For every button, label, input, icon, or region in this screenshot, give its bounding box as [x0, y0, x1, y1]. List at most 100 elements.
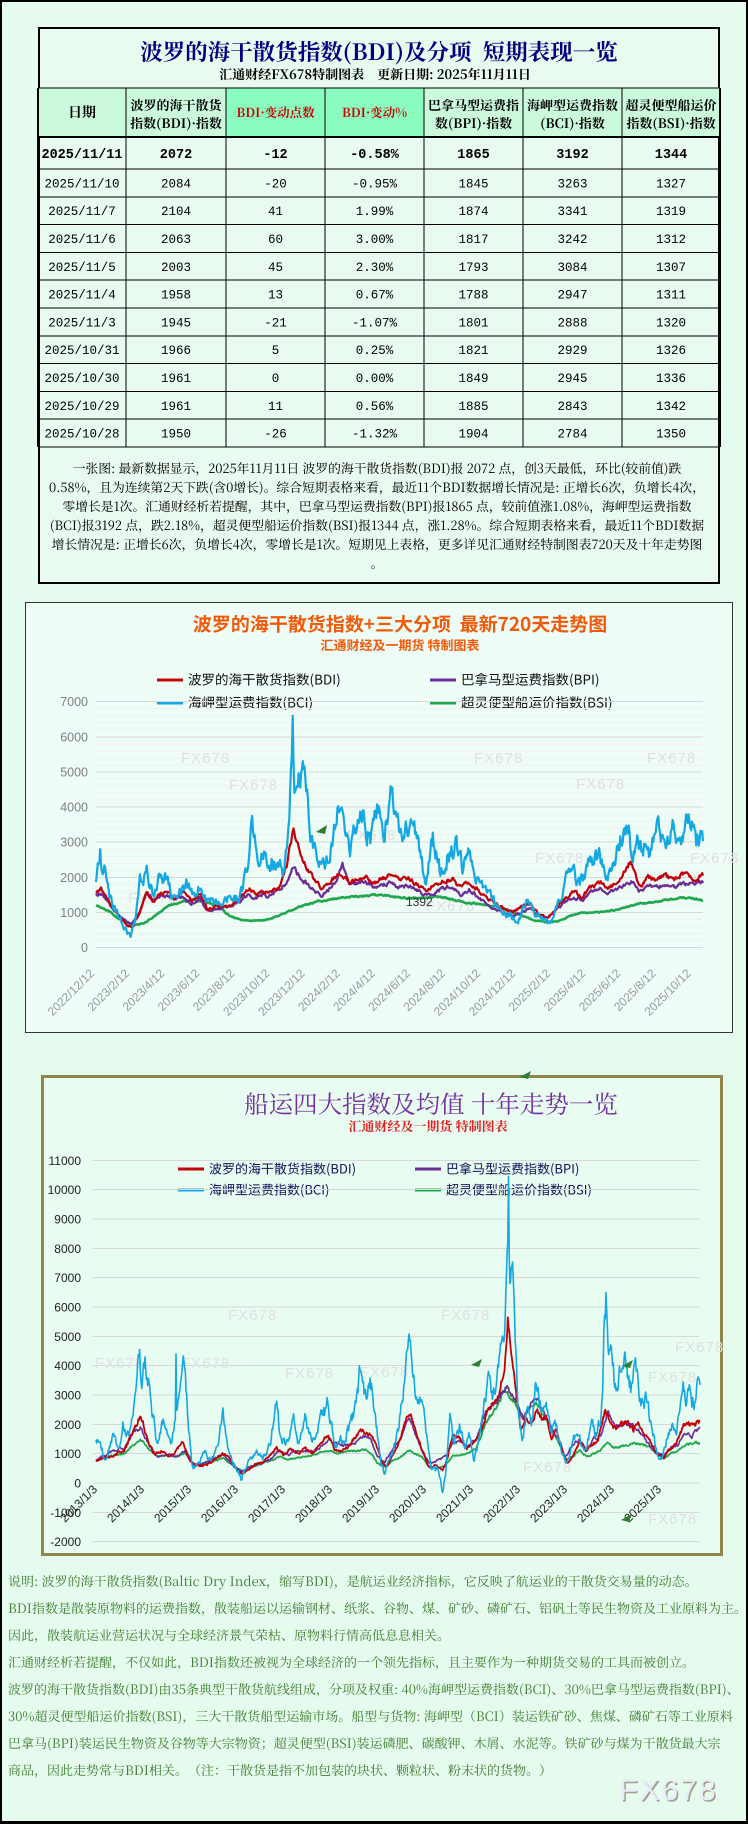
svg-text:1945: 1945: [161, 316, 191, 330]
svg-text:5: 5: [272, 344, 280, 358]
svg-text:1904: 1904: [458, 428, 488, 442]
svg-text:1327: 1327: [656, 177, 686, 191]
svg-text:1961: 1961: [161, 372, 191, 386]
svg-text:3341: 3341: [557, 205, 587, 219]
svg-text:1788: 1788: [458, 289, 488, 303]
svg-text:0.25%: 0.25%: [356, 344, 394, 358]
svg-text:-21: -21: [264, 316, 287, 330]
svg-text:0: 0: [272, 372, 280, 386]
svg-text:FX678: FX678: [229, 777, 278, 794]
svg-text:2929: 2929: [557, 344, 587, 358]
svg-text:1821: 1821: [458, 344, 488, 358]
svg-text:-0.95%: -0.95%: [352, 177, 398, 191]
svg-text:7000: 7000: [54, 1271, 81, 1285]
svg-text:2084: 2084: [161, 177, 191, 191]
svg-text:1874: 1874: [458, 205, 488, 219]
svg-text:2888: 2888: [557, 316, 587, 330]
svg-text:1311: 1311: [656, 289, 686, 303]
svg-text:1307: 1307: [656, 261, 686, 275]
svg-text:FX678: FX678: [648, 1511, 697, 1528]
svg-text:2025/10/30: 2025/10/30: [44, 372, 119, 386]
svg-text:1392: 1392: [406, 895, 433, 909]
svg-text:FX678: FX678: [523, 1459, 572, 1476]
svg-text:-20: -20: [264, 177, 287, 191]
svg-text:7000: 7000: [60, 695, 88, 709]
svg-text:FX678: FX678: [360, 1364, 409, 1381]
svg-text:FX678: FX678: [648, 1369, 697, 1386]
svg-text:3263: 3263: [557, 177, 587, 191]
svg-text:-1.07%: -1.07%: [352, 316, 398, 330]
svg-text:4000: 4000: [54, 1359, 81, 1373]
svg-text:FX678: FX678: [95, 1355, 144, 1372]
svg-text:4000: 4000: [60, 801, 88, 815]
svg-text:-2000: -2000: [50, 1535, 81, 1549]
svg-text:FX678: FX678: [647, 750, 696, 767]
svg-text:13: 13: [268, 289, 283, 303]
svg-text:11000: 11000: [49, 1154, 82, 1168]
svg-text:-1.32%: -1.32%: [352, 428, 398, 442]
svg-text:1845: 1845: [458, 177, 488, 191]
svg-text:41: 41: [268, 205, 283, 219]
svg-text:1961: 1961: [161, 400, 191, 414]
svg-text:-26: -26: [264, 428, 287, 442]
svg-text:2.30%: 2.30%: [356, 261, 394, 275]
svg-text:1342: 1342: [656, 400, 686, 414]
svg-text:FX678: FX678: [441, 1307, 490, 1324]
svg-text:5000: 5000: [54, 1330, 81, 1344]
svg-text:3084: 3084: [557, 261, 587, 275]
svg-text:FX678: FX678: [426, 898, 475, 915]
svg-text:-12: -12: [263, 148, 287, 163]
svg-text:1958: 1958: [161, 289, 191, 303]
svg-text:FX678: FX678: [181, 750, 230, 767]
svg-text:2843: 2843: [557, 400, 587, 414]
svg-text:6000: 6000: [54, 1301, 81, 1315]
svg-text:1344: 1344: [655, 148, 687, 163]
svg-text:1319: 1319: [656, 205, 686, 219]
svg-text:1312: 1312: [656, 233, 686, 247]
svg-text:FX678: FX678: [675, 1339, 724, 1356]
svg-text:1849: 1849: [458, 372, 488, 386]
svg-text:2025/11/10: 2025/11/10: [44, 177, 119, 191]
svg-text:1865: 1865: [457, 148, 489, 163]
svg-text:1000: 1000: [60, 906, 88, 920]
svg-text:2000: 2000: [60, 871, 88, 885]
svg-text:1320: 1320: [656, 316, 686, 330]
svg-text:1793: 1793: [458, 261, 488, 275]
svg-text:FX678: FX678: [535, 850, 584, 867]
svg-text:2025/11/3: 2025/11/3: [48, 316, 116, 330]
svg-text:6000: 6000: [60, 730, 88, 744]
svg-text:1326: 1326: [656, 344, 686, 358]
svg-text:3.00%: 3.00%: [356, 233, 394, 247]
svg-text:2025/11/7: 2025/11/7: [48, 205, 116, 219]
svg-text:FX678: FX678: [285, 1365, 334, 1382]
svg-text:3000: 3000: [54, 1389, 81, 1403]
svg-text:10000: 10000: [48, 1183, 82, 1197]
svg-text:1801: 1801: [458, 316, 488, 330]
svg-text:1885: 1885: [458, 400, 488, 414]
svg-text:2025/11/6: 2025/11/6: [48, 233, 116, 247]
svg-text:1817: 1817: [458, 233, 488, 247]
svg-text:2945: 2945: [557, 372, 587, 386]
svg-text:1966: 1966: [161, 344, 191, 358]
svg-text:2000: 2000: [54, 1418, 81, 1432]
svg-text:1000: 1000: [54, 1447, 81, 1461]
svg-text:1350: 1350: [656, 428, 686, 442]
svg-text:-1000: -1000: [50, 1506, 81, 1520]
svg-text:1950: 1950: [161, 428, 191, 442]
svg-text:45: 45: [268, 261, 283, 275]
svg-text:9000: 9000: [54, 1213, 81, 1227]
svg-text:0.56%: 0.56%: [356, 400, 394, 414]
svg-text:FX678: FX678: [474, 750, 523, 767]
svg-text:2025/10/29: 2025/10/29: [44, 400, 119, 414]
svg-text:0: 0: [81, 941, 88, 955]
svg-text:0.67%: 0.67%: [356, 289, 394, 303]
svg-text:2025/10/31: 2025/10/31: [44, 344, 119, 358]
svg-text:FX678: FX678: [619, 1774, 717, 1807]
svg-text:2025/11/5: 2025/11/5: [48, 261, 116, 275]
svg-text:2947: 2947: [557, 289, 587, 303]
svg-text:2003: 2003: [161, 261, 191, 275]
svg-text:FX678: FX678: [621, 1776, 719, 1809]
svg-text:-0.58%: -0.58%: [350, 148, 400, 163]
svg-text:1.99%: 1.99%: [356, 205, 394, 219]
svg-text:3000: 3000: [60, 836, 88, 850]
